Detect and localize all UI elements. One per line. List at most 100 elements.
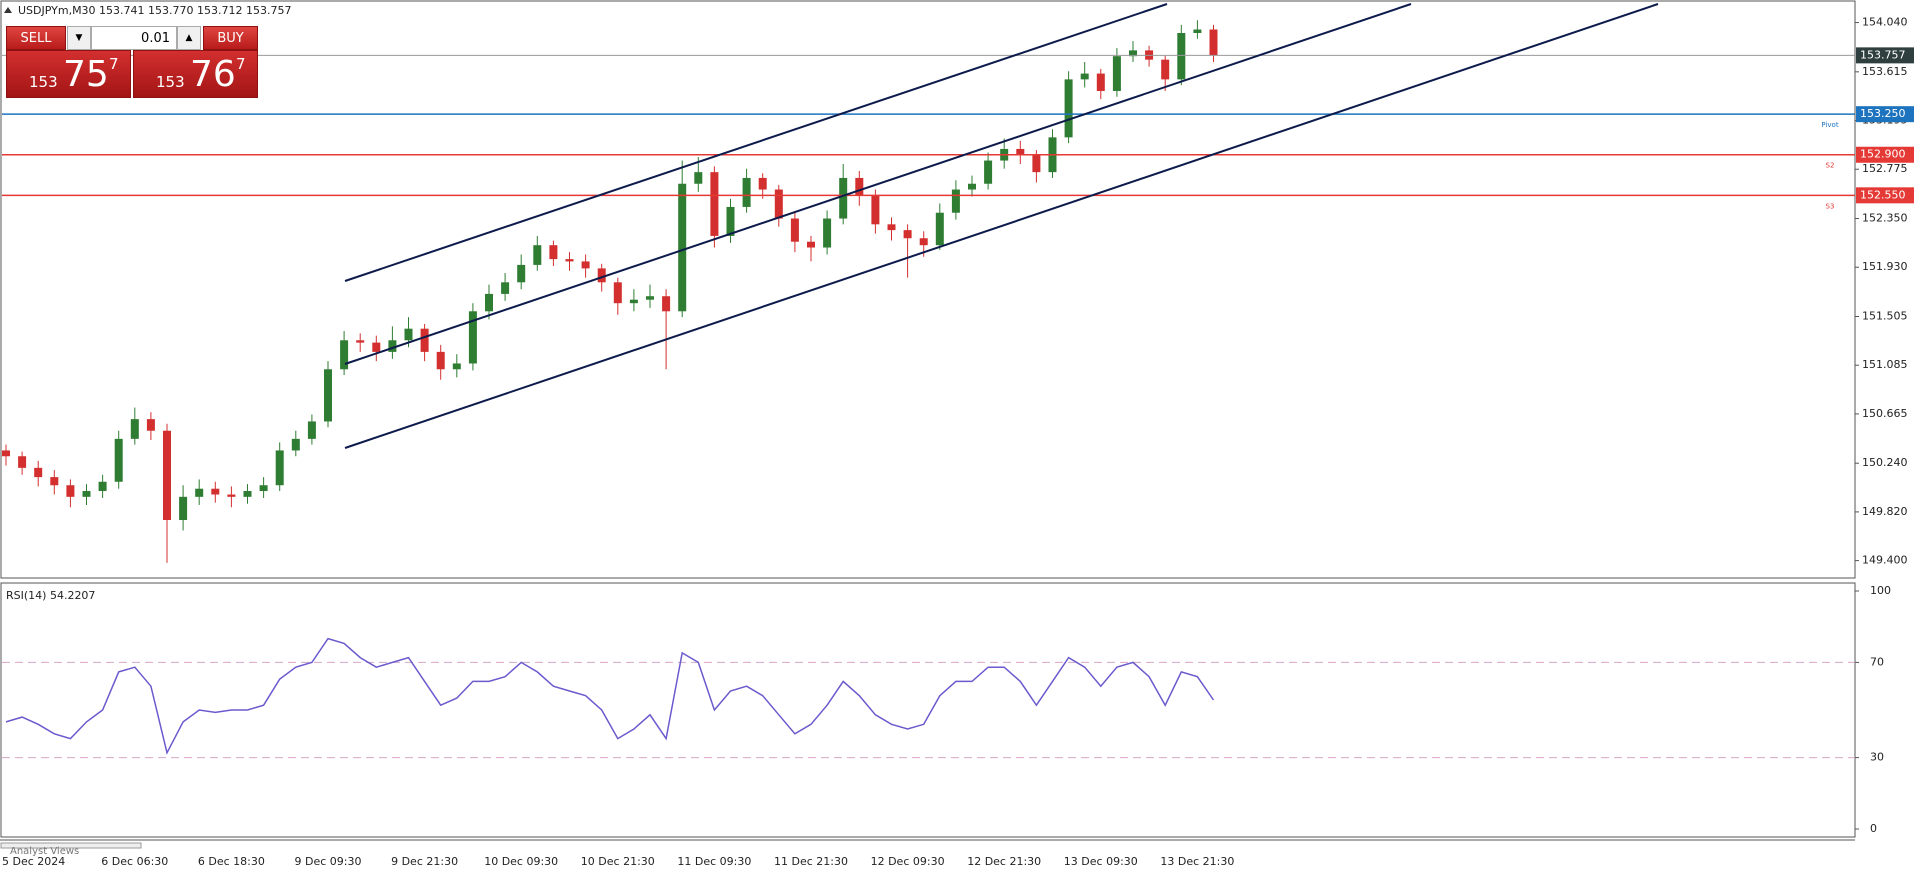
candle-body bbox=[839, 177, 848, 219]
level-label: 152.900 bbox=[1860, 148, 1906, 161]
candle-body bbox=[597, 268, 606, 283]
y-tick-label: 150.240 bbox=[1862, 456, 1908, 469]
y-tick-label: 151.930 bbox=[1862, 260, 1908, 273]
candle-body bbox=[613, 282, 622, 304]
y-tick-label: 0 bbox=[1870, 822, 1877, 835]
candle-body bbox=[18, 456, 27, 468]
analyst-tab[interactable] bbox=[0, 842, 142, 849]
candle-body bbox=[1016, 148, 1025, 155]
y-tick-label: 152.350 bbox=[1862, 212, 1908, 225]
candle-body bbox=[903, 230, 912, 239]
y-tick-label: 154.040 bbox=[1862, 16, 1908, 29]
y-tick-label: 70 bbox=[1870, 655, 1884, 668]
price-pane bbox=[0, 0, 1856, 579]
y-tick-label: 151.505 bbox=[1862, 310, 1908, 323]
candle-body bbox=[984, 160, 993, 184]
candle-body bbox=[1096, 73, 1105, 91]
bid-pips: 75 bbox=[63, 54, 109, 95]
collapse-icon[interactable] bbox=[4, 7, 12, 13]
x-tick-label: 10 Dec 21:30 bbox=[581, 855, 655, 868]
y-tick-label: 100 bbox=[1870, 584, 1891, 597]
candle-body bbox=[1112, 56, 1121, 91]
volume-input[interactable]: 0.01 bbox=[91, 26, 177, 50]
candle-body bbox=[452, 363, 461, 370]
candle-body bbox=[291, 438, 300, 451]
x-tick-label: 10 Dec 09:30 bbox=[484, 855, 558, 868]
candle-body bbox=[533, 245, 542, 265]
candle-body bbox=[678, 183, 687, 312]
level-label-box bbox=[1856, 47, 1914, 64]
level-name: S2 bbox=[1826, 162, 1835, 170]
sell-button[interactable]: SELL bbox=[6, 26, 66, 50]
rsi-pane bbox=[0, 582, 1856, 838]
candle-body bbox=[1129, 50, 1137, 57]
candle-body bbox=[919, 238, 928, 246]
y-tick-label: 151.085 bbox=[1862, 358, 1908, 371]
candle-body bbox=[420, 328, 429, 352]
ask-pips: 76 bbox=[190, 54, 236, 95]
candle-body bbox=[1064, 79, 1073, 138]
candle-body bbox=[968, 183, 976, 190]
candle-body bbox=[372, 342, 381, 352]
y-tick-label: 153.615 bbox=[1862, 65, 1908, 78]
trade-panel: SELL ▼ 0.01 ▲ BUY 153 75 7 153 76 7 bbox=[6, 26, 258, 98]
candle-body bbox=[935, 212, 944, 246]
y-tick-label: 149.820 bbox=[1862, 505, 1908, 518]
candle-body bbox=[871, 195, 880, 225]
x-tick-label: 11 Dec 21:30 bbox=[774, 855, 848, 868]
candle-body bbox=[1032, 154, 1041, 173]
candle-body bbox=[951, 189, 960, 213]
candle-body bbox=[324, 369, 332, 422]
candle-body bbox=[855, 177, 864, 196]
channel-line bbox=[344, 3, 1659, 449]
candle-body bbox=[468, 311, 477, 364]
level-label: 153.757 bbox=[1860, 48, 1906, 61]
candle-body bbox=[629, 299, 638, 304]
x-tick-label: 5 Dec 2024 bbox=[2, 855, 65, 868]
candle-body bbox=[211, 488, 220, 495]
level-label-box bbox=[1856, 146, 1914, 163]
candle-body bbox=[646, 296, 654, 300]
candle-body bbox=[485, 293, 493, 312]
candle-body bbox=[823, 218, 832, 248]
x-tick-label: 6 Dec 06:30 bbox=[101, 855, 168, 868]
candle-body bbox=[98, 481, 107, 492]
symbol-header: USDJPYm,M30 153.741 153.770 153.712 153.… bbox=[18, 4, 292, 17]
volume-up[interactable]: ▲ bbox=[177, 26, 201, 50]
candle-body bbox=[259, 485, 268, 492]
candle-body bbox=[404, 328, 413, 341]
bid-quote[interactable]: 153 75 7 bbox=[6, 50, 131, 98]
y-tick-label: 149.400 bbox=[1862, 554, 1908, 567]
candle-body bbox=[82, 491, 91, 497]
candle-body bbox=[694, 172, 703, 184]
candle-body bbox=[581, 261, 590, 269]
analyst-tab-label[interactable]: Analyst Views bbox=[10, 846, 79, 857]
candle-body bbox=[1177, 32, 1186, 80]
candle-body bbox=[50, 477, 59, 486]
candle-body bbox=[501, 282, 510, 294]
channel-line bbox=[344, 3, 1412, 365]
candle-body bbox=[66, 485, 75, 497]
y-tick-label: 152.775 bbox=[1862, 162, 1908, 175]
level-label-box bbox=[1856, 187, 1914, 204]
level-name: Pivot bbox=[1821, 121, 1838, 129]
candle-body bbox=[163, 430, 171, 521]
x-tick-label: 9 Dec 09:30 bbox=[295, 855, 362, 868]
buy-button[interactable]: BUY bbox=[203, 26, 258, 50]
channel-line bbox=[344, 3, 1168, 282]
x-tick-label: 13 Dec 21:30 bbox=[1160, 855, 1234, 868]
candle-body bbox=[34, 467, 43, 478]
ask-big: 153 bbox=[156, 73, 185, 91]
candle-body bbox=[807, 241, 815, 248]
candle-body bbox=[356, 340, 365, 343]
x-tick-label: 9 Dec 21:30 bbox=[391, 855, 458, 868]
y-tick-label: 150.665 bbox=[1862, 407, 1908, 420]
level-label-box bbox=[1856, 106, 1914, 123]
level-label: 152.550 bbox=[1860, 188, 1906, 201]
volume-down[interactable]: ▼ bbox=[67, 26, 91, 50]
ask-quote[interactable]: 153 76 7 bbox=[133, 50, 258, 98]
candle-body bbox=[243, 491, 252, 497]
candle-body bbox=[774, 189, 783, 219]
